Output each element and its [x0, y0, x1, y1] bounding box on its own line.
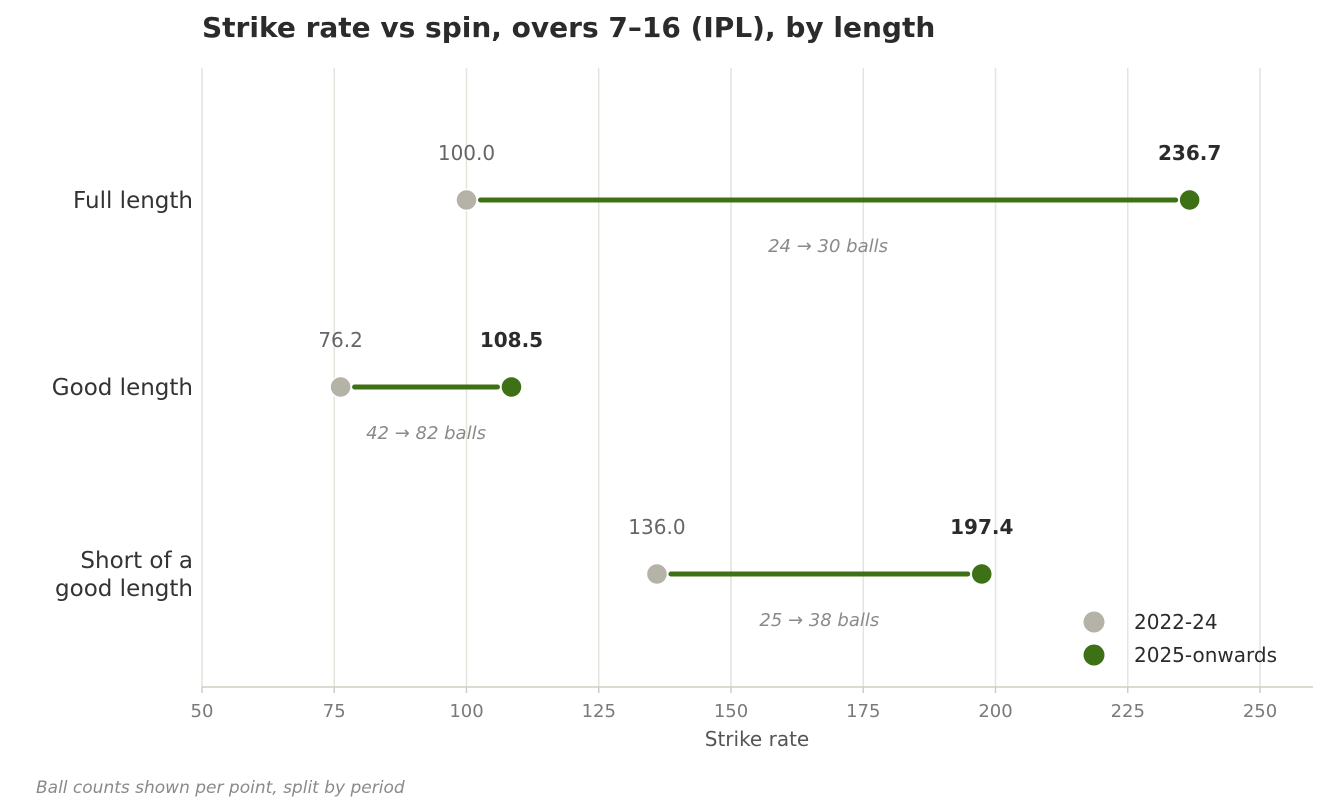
legend-label-before: 2022-24 — [1134, 610, 1218, 634]
ball-count-note: 25 → 38 balls — [759, 610, 879, 631]
point-2022-24 — [645, 562, 669, 586]
x-tick-label: 75 — [323, 701, 346, 722]
point-2025-onwards — [970, 562, 993, 586]
x-tick-label: 100 — [449, 701, 483, 722]
point-2022-24 — [455, 188, 478, 212]
legend-marker-before — [1083, 611, 1105, 633]
legend: 2022-24 2025-onwards — [1083, 610, 1277, 667]
category-label: Good length — [52, 375, 193, 401]
category-label: Short of a — [80, 548, 193, 574]
x-tick-label: 125 — [582, 701, 616, 722]
value-label-2025-onwards: 236.7 — [1158, 141, 1221, 165]
value-label-2025-onwards: 108.5 — [480, 328, 543, 352]
x-tick-label: 175 — [846, 701, 880, 722]
x-tick-label: 225 — [1111, 701, 1145, 722]
ball-count-note: 24 → 30 balls — [768, 236, 888, 257]
ball-count-note: 42 → 82 balls — [366, 423, 486, 444]
value-label-2022-24: 100.0 — [438, 141, 495, 165]
x-axis-title: Strike rate — [705, 727, 809, 751]
value-label-2022-24: 136.0 — [628, 515, 685, 539]
point-2025-onwards — [500, 375, 523, 399]
value-label-2025-onwards: 197.4 — [950, 515, 1013, 539]
value-label-2022-24: 76.2 — [318, 328, 363, 352]
point-2025-onwards — [1178, 188, 1201, 212]
legend-marker-after — [1083, 644, 1105, 666]
category-label: Full length — [73, 188, 193, 214]
x-tick-label: 200 — [978, 701, 1012, 722]
x-tick-label: 50 — [191, 701, 214, 722]
gridlines — [201, 68, 1261, 687]
legend-label-after: 2025-onwards — [1134, 643, 1277, 667]
x-tick-label: 250 — [1243, 701, 1277, 722]
footnote: Ball counts shown per point, split by pe… — [36, 778, 405, 798]
point-2022-24 — [329, 375, 352, 399]
x-axis: 50 75 100 125 150 175 200 225 250 — [191, 686, 1313, 722]
x-tick-label: 150 — [714, 701, 748, 722]
chart-title: Strike rate vs spin, overs 7–16 (IPL), b… — [202, 11, 935, 44]
category-label: good length — [55, 576, 193, 602]
data-marks: Full length 100.0 236.7 24 → 30 balls Good l… — [52, 141, 1221, 631]
